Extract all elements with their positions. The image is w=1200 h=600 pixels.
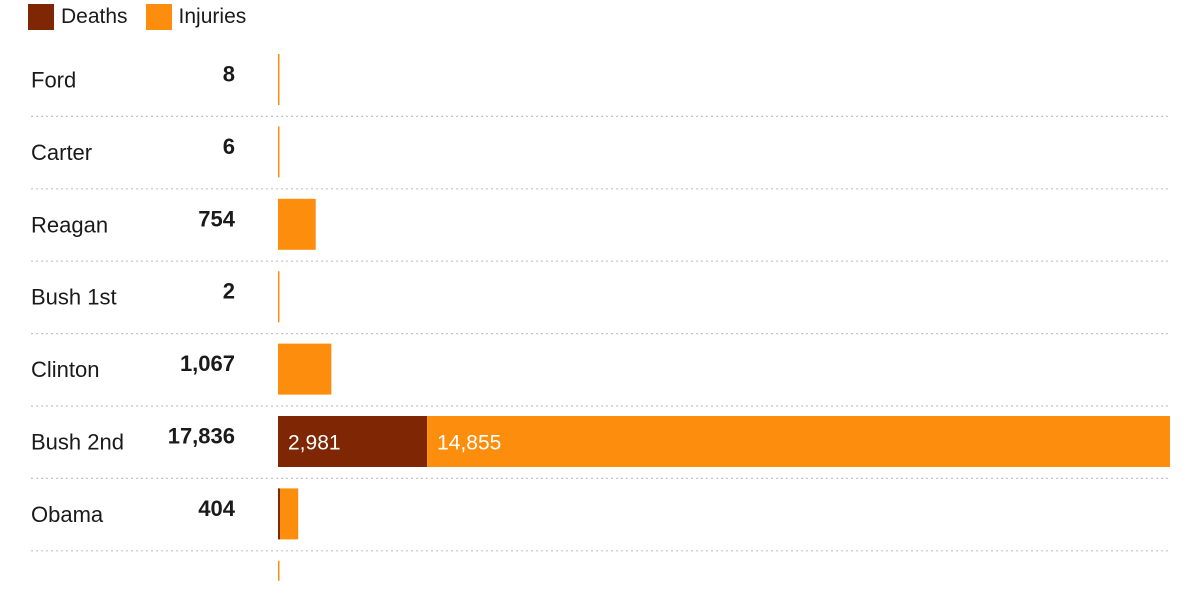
category-label-ford: Ford — [31, 68, 76, 93]
category-label-reagan: Reagan — [31, 212, 108, 237]
total-label-bush-1st: 2 — [223, 279, 235, 304]
bar-deaths-bush-2nd — [278, 416, 428, 467]
category-label-clinton: Clinton — [31, 357, 99, 382]
legend-swatch-deaths — [28, 4, 54, 30]
data-label-injuries-bush-2nd: 14,855 — [437, 432, 501, 455]
legend-label-injuries: Injuries — [178, 5, 247, 28]
total-label-ford: 8 — [223, 62, 235, 87]
bar-injuries-reagan — [278, 198, 316, 250]
legend-item-injuries: Injuries — [145, 4, 247, 30]
bar-injuries-ford — [278, 54, 280, 105]
legend-swatch-injuries — [145, 4, 172, 30]
legend: Deaths Injuries — [28, 3, 264, 31]
total-label-obama: 404 — [198, 496, 235, 521]
legend-label-deaths: Deaths — [61, 5, 128, 28]
bar-injuries-carter — [278, 126, 280, 178]
category-label-bush-1st: Bush 1st — [31, 285, 117, 310]
legend-item-deaths: Deaths — [28, 4, 128, 30]
bar-deaths-obama — [278, 488, 281, 540]
bar-injuries-bush-1st — [278, 271, 280, 323]
data-label-deaths-bush-2nd: 2,981 — [288, 432, 341, 455]
bar-injuries-obama — [280, 488, 299, 540]
bar-stub-next-row — [278, 560, 280, 581]
category-label-bush-2nd: Bush 2nd — [31, 430, 124, 455]
bar-injuries-clinton — [278, 343, 332, 395]
total-label-bush-2nd: 17,836 — [168, 424, 235, 449]
bar-injuries-bush-2nd — [427, 416, 1170, 467]
total-label-carter: 6 — [223, 134, 235, 159]
total-label-reagan: 754 — [198, 206, 235, 231]
category-label-obama: Obama — [31, 502, 104, 527]
category-label-carter: Carter — [31, 140, 92, 165]
total-label-clinton: 1,067 — [180, 351, 235, 376]
